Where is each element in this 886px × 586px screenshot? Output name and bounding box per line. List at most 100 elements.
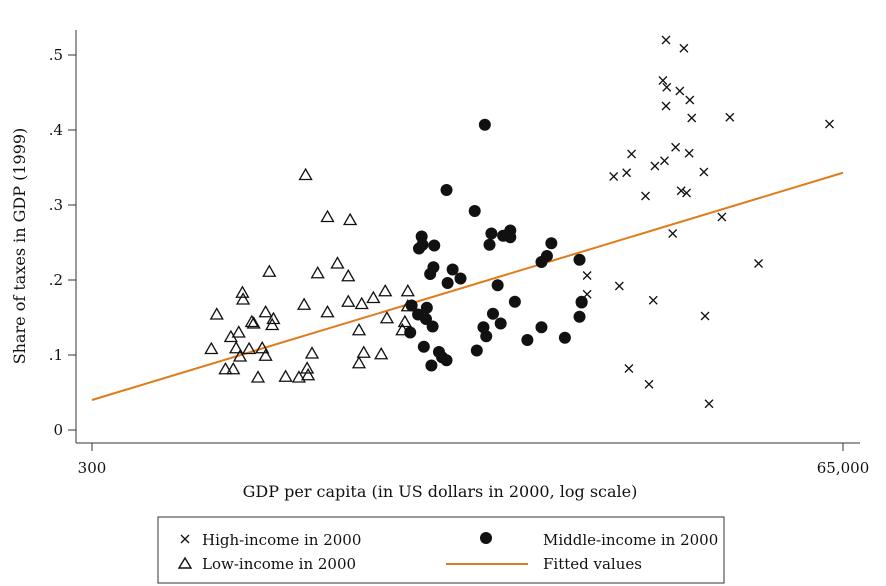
middle-income-point [480,330,493,343]
legend-box [157,516,725,584]
high-income-point [685,95,695,105]
y-tick-label: .5 [49,46,63,64]
high-income-point [660,156,669,166]
middle-income-point [470,344,483,357]
x-tick-label: 300 [78,459,107,477]
low-income-point [304,346,320,359]
middle-income-point [404,326,417,339]
middle-income-point [483,238,496,251]
series-low [204,167,415,383]
high-income-point [661,101,671,111]
low-income-point [299,361,315,374]
high-income-point [682,188,692,198]
low-income-point [400,283,415,297]
low-income-point [265,317,280,331]
high-income-point [675,86,685,96]
low-income-point [366,290,381,304]
low-income-point [379,310,395,324]
high-income-point [648,295,658,305]
low-income-point [255,340,270,354]
low-income-point [218,361,233,375]
legend-marker-middle [480,532,492,544]
high-income-point [699,167,709,177]
legend-label-low: Low-income in 2000 [202,555,356,573]
fitted-line [91,171,844,401]
middle-income-point [426,320,439,333]
low-income-point [258,304,273,318]
middle-income-point [545,237,558,250]
middle-income-point [440,354,453,367]
high-income-point [700,311,710,321]
low-income-point [241,341,257,355]
middle-income-point [425,359,438,372]
legend: High-income in 2000 Middle-income in 200… [157,516,725,584]
low-income-point [320,209,335,223]
legend-marker-high [180,534,190,544]
high-income-point [661,35,671,45]
high-income-point [684,148,694,158]
high-income-point [687,113,697,123]
x-axis-title: GDP per capita (in US dollars in 2000, l… [243,482,638,501]
y-tick-label: .4 [49,121,63,139]
high-income-point [717,212,727,222]
high-income-point [582,289,592,299]
low-income-point [351,355,367,369]
low-income-point [378,283,393,297]
middle-income-point [416,238,429,251]
low-income-point [298,167,313,181]
series-high [582,35,834,409]
high-income-point [650,161,660,171]
middle-income-point [494,317,507,330]
low-income-point [341,294,356,307]
middle-income-point [504,231,517,244]
middle-income-point [440,184,453,196]
series-middle [404,118,588,372]
low-income-point [228,340,244,354]
high-income-point [614,281,624,291]
plot-area: 0 .1 .2 .3 .4 .5 300 65,000 [49,30,869,477]
low-income-point [262,264,277,277]
low-income-point [266,311,281,325]
low-income-point [235,292,251,305]
low-income-point [204,341,219,355]
high-income-point [622,168,632,178]
middle-income-point [486,307,499,320]
middle-income-point [477,321,490,334]
y-tick-label: .2 [49,271,63,289]
low-income-point [278,369,293,382]
middle-income-point [535,321,548,334]
high-income-point [825,119,834,129]
high-income-point [627,149,637,159]
legend-label-fit: Fitted values [543,555,642,573]
low-income-point [310,265,325,279]
high-income-point [676,186,686,196]
middle-income-point [417,340,430,353]
high-income-point [624,364,634,373]
low-income-point [397,314,412,328]
low-income-point [250,370,266,383]
high-income-point [582,271,592,280]
middle-income-point [468,205,481,217]
legend-marker-low [177,556,193,569]
low-income-point [244,314,259,328]
low-income-point [354,296,369,310]
high-income-point [679,43,689,53]
low-income-point [258,348,273,361]
middle-income-point [446,263,459,276]
high-income-point [609,172,619,181]
middle-income-point [558,331,571,344]
y-tick-label: .3 [49,196,63,214]
high-income-point [704,399,714,409]
high-income-point [725,112,735,122]
low-income-point [356,345,371,358]
legend-label-high: High-income in 2000 [202,531,361,549]
low-income-point [300,367,316,381]
middle-income-point [420,301,433,314]
middle-income-point [575,295,588,308]
middle-income-point [573,253,586,266]
y-tick-label: 0 [53,421,63,439]
middle-income-point [428,239,441,252]
low-income-point [291,370,307,383]
middle-income-point [478,118,491,131]
